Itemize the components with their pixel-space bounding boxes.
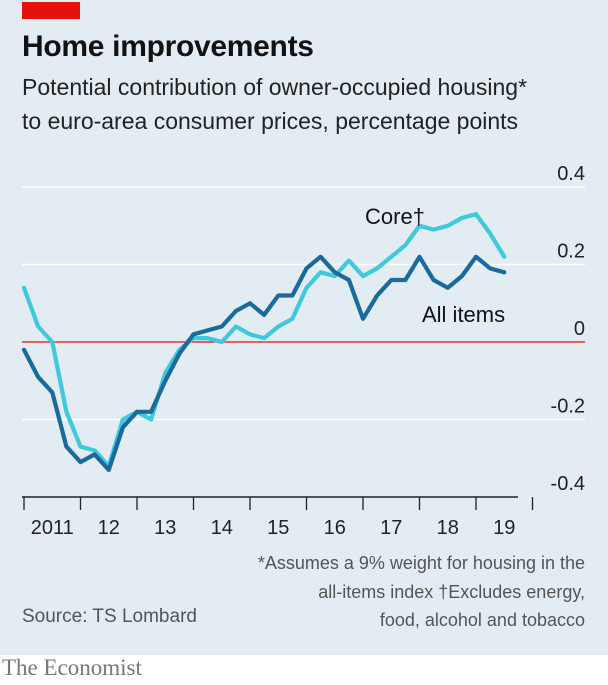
series-lines [21, 212, 507, 472]
brand-red-tag [22, 2, 80, 19]
x-tick-label: 15 [267, 517, 289, 539]
x-tick-label: 19 [493, 517, 515, 539]
y-tick-label: -0.4 [551, 473, 585, 495]
y-tick-label: 0.2 [557, 241, 585, 263]
series-label-core: Core† [365, 204, 425, 229]
series-label-all-items: All items [422, 302, 505, 327]
footnote-line3: food, alcohol and tobacco [379, 610, 585, 630]
chart-subtitle-line2: to euro-area consumer prices, percentage… [22, 108, 519, 134]
publication-logo: The Economist [2, 655, 142, 680]
x-tick-label: 18 [437, 517, 459, 539]
y-tick-label: 0 [574, 318, 585, 340]
x-tick-label: 12 [98, 517, 120, 539]
y-tick-label: 0.4 [557, 163, 585, 185]
series-line-core [21, 212, 507, 469]
x-tick-label: 17 [380, 517, 402, 539]
chart-panel [0, 0, 608, 655]
chart-title: Home improvements [22, 30, 314, 63]
footnote-line1: *Assumes a 9% weight for housing in the [257, 553, 585, 573]
gridlines [22, 186, 585, 498]
x-tick-label: 16 [324, 517, 346, 539]
x-tick-label: 14 [211, 517, 233, 539]
x-tick-label: 13 [154, 517, 176, 539]
line-chart: 2011 12 13 14 15 16 17 18 19 0.4 0.2 0 -0.2 -0.4 Cor… [21, 163, 585, 539]
source-note: Source: TS Lombard [22, 606, 197, 627]
footnote-line2: all-items index †Excludes energy, [318, 582, 585, 602]
chart-subtitle-line1: Potential contribution of owner-occupied… [22, 74, 528, 100]
y-tick-label: -0.2 [551, 396, 585, 418]
x-tick-label: 2011 [31, 517, 74, 539]
y-axis-labels: 0.4 0.2 0 -0.2 -0.4 [551, 163, 585, 495]
series-line-all-items [21, 254, 507, 472]
x-axis: 2011 12 13 14 15 16 17 18 19 [23, 497, 534, 539]
